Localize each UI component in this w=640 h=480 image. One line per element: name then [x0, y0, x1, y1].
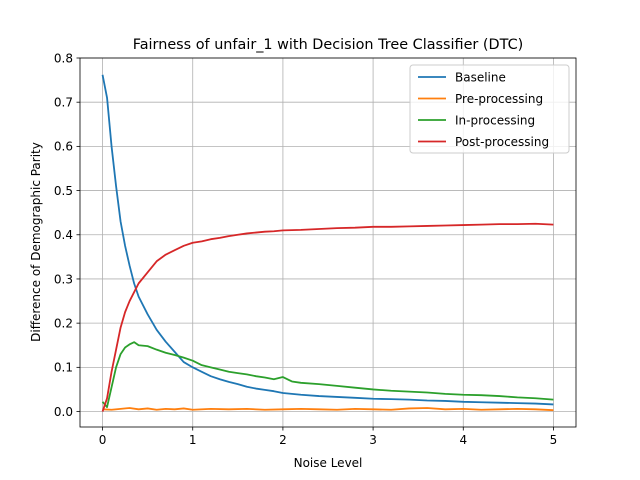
series-line-post-processing [101, 222, 554, 412]
legend-label: Pre-processing [455, 92, 543, 106]
x-axis-label: Noise Level [294, 456, 363, 470]
x-tick-label: 0 [99, 433, 107, 447]
y-tick-label: 0.1 [54, 361, 73, 375]
legend-label: Baseline [455, 70, 506, 84]
chart-title: Fairness of unfair_1 with Decision Tree … [133, 37, 523, 53]
y-tick-label: 0.0 [54, 405, 73, 419]
y-tick-label: 0.4 [54, 228, 73, 242]
legend-box [409, 64, 570, 154]
series-line-baseline [101, 74, 554, 406]
x-tick-label: 2 [279, 433, 287, 447]
y-axis-label: Difference of Demographic Parity [29, 142, 43, 342]
x-tick-label: 1 [189, 433, 197, 447]
legend-label: In-processing [455, 113, 535, 127]
y-tick-label: 0.3 [54, 272, 73, 286]
x-tick-label: 3 [369, 433, 377, 447]
plot-frame [79, 57, 577, 428]
legend-label: Post-processing [455, 135, 549, 149]
y-tick-label: 0.2 [54, 316, 73, 330]
y-tick-label: 0.6 [54, 140, 73, 154]
legend: Baseline Pre-processing In-processing Post-… [409, 64, 570, 154]
y-tick-label: 0.7 [54, 95, 73, 109]
series-line-pre-processing [102, 407, 554, 412]
series-lines [101, 74, 554, 412]
x-tick-label: 4 [459, 433, 467, 447]
axis-ticks: 0 1 2 3 4 5 0.0 0.1 0.2 0.3 0.4 0.5 0.6 0.7 0.8 [54, 51, 557, 447]
x-tick-label: 5 [550, 433, 558, 447]
y-tick-label: 0.5 [54, 184, 73, 198]
y-tick-label: 0.8 [54, 51, 73, 65]
series-line-in-processing [101, 341, 554, 409]
